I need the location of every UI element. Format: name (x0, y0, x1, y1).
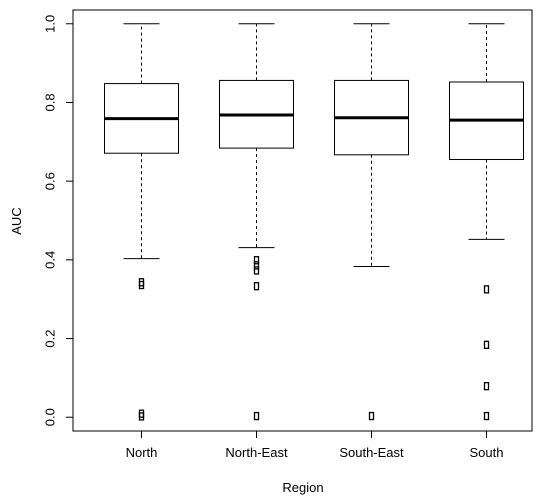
box-south-east (334, 23, 409, 421)
x-tick-label: South (470, 445, 504, 460)
outlier-point (138, 280, 145, 290)
outlier-point (253, 261, 260, 270)
box-series (104, 23, 524, 421)
y-tick-label: 0.4 (42, 251, 57, 269)
outlier-point (368, 411, 375, 421)
x-axis-title: Region (282, 480, 323, 495)
x-tick-label: South-East (339, 445, 404, 460)
x-tick-label: North-East (225, 445, 288, 460)
plot-frame (72, 9, 533, 432)
x-tick-label: North (126, 445, 158, 460)
y-tick-label: 1.0 (42, 15, 57, 33)
y-axis: 0.0 0.2 0.4 0.6 0.8 1.0 (42, 15, 73, 426)
outlier-point (253, 266, 260, 275)
outlier-point (483, 381, 490, 391)
y-tick-label: 0.2 (42, 329, 57, 347)
outlier-point (138, 412, 145, 421)
outlier-point (253, 411, 260, 421)
box-south (449, 23, 524, 421)
outlier-point (483, 285, 490, 294)
outlier-point (253, 256, 260, 265)
outlier-point (253, 282, 260, 291)
box-north (104, 23, 179, 421)
y-tick-label: 0.6 (42, 172, 57, 190)
x-axis: NorthNorth-EastSouth-EastSouthCenter-Wes… (126, 431, 504, 460)
box-north-east (219, 23, 294, 421)
y-tick-label: 0.0 (42, 408, 57, 426)
outlier-point (483, 411, 490, 421)
outlier-point (483, 340, 490, 349)
y-axis-title: AUC (9, 207, 24, 234)
y-tick-label: 0.8 (42, 93, 57, 111)
